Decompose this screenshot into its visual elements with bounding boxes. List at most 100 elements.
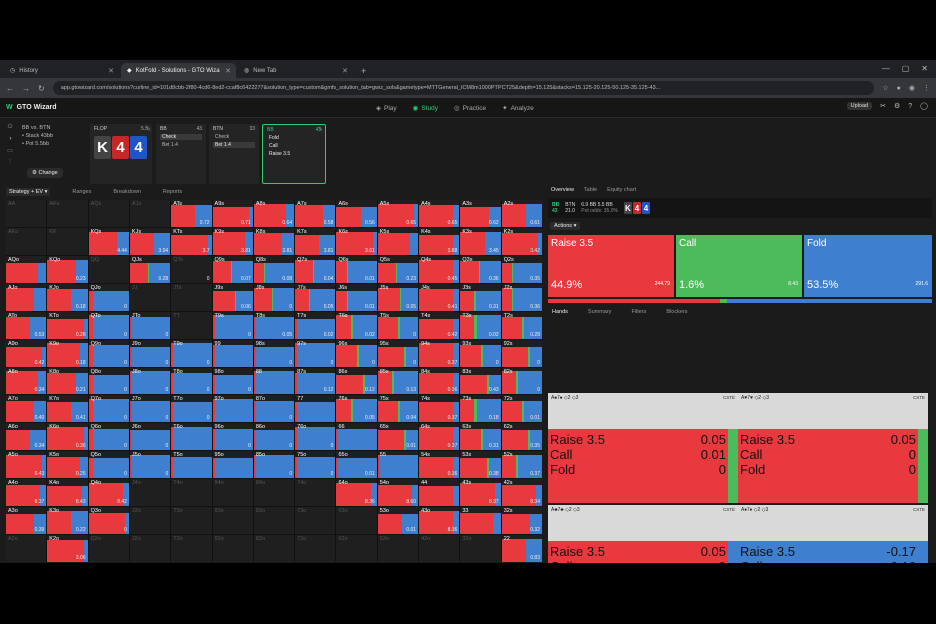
hand-cell[interactable]: Q2o — [88, 535, 129, 562]
hand-cell[interactable]: ATo 0.53 — [6, 311, 47, 339]
hand-cell[interactable]: TT — [171, 311, 212, 339]
change-button[interactable]: ⚙ Change — [27, 168, 63, 178]
hand-cell[interactable]: A8s 0.64 — [253, 200, 295, 227]
bookmark-star-icon[interactable]: ☆ — [882, 85, 889, 92]
hand-cell[interactable]: A4o 8.37 — [6, 479, 47, 507]
hand-cell[interactable]: K8s 3.81 — [253, 227, 295, 255]
hand-cell[interactable]: K5s — [377, 227, 419, 255]
maximize-icon[interactable]: ▢ — [901, 64, 910, 73]
action-raise[interactable]: Raise 3.5 — [269, 151, 291, 157]
tab-summary[interactable]: Summary — [587, 309, 612, 315]
help-icon[interactable]: ? — [908, 102, 913, 110]
nav-practice[interactable]: ◎ Practice — [454, 104, 486, 113]
hand-cell[interactable]: K3o 0.22 — [47, 507, 88, 535]
hand-cell[interactable]: KK — [47, 227, 88, 255]
hand-cell[interactable]: 64o 8.36 — [336, 479, 377, 507]
hand-cell[interactable]: 33 — [460, 507, 501, 535]
hand-cell[interactable]: JTo 0 — [129, 311, 171, 339]
hand-cell[interactable]: T7s 0.02 — [295, 311, 336, 339]
hand-cell[interactable]: J3s 0.31 — [460, 283, 501, 311]
hand-cell[interactable]: AA — [6, 200, 47, 227]
hand-cell[interactable]: K2s 3.42 — [501, 227, 542, 255]
hand-cell[interactable]: 76o 0 — [295, 423, 336, 451]
hand-cell[interactable]: T6s 0.02 — [336, 311, 377, 339]
tab-reports[interactable]: Reports — [162, 189, 183, 195]
hand-cell[interactable]: Q3s 0.36 — [460, 255, 501, 283]
table-icon[interactable]: ▭ — [7, 148, 13, 154]
hand-cell[interactable]: Q4s 0.45 — [419, 255, 460, 283]
action-box-fold[interactable]: Fold 53.5% 291.6 — [804, 235, 932, 297]
new-tab-button[interactable]: + — [361, 66, 367, 76]
hand-cell[interactable]: 52o — [377, 535, 419, 562]
hand-cell[interactable]: T8o 0 — [171, 367, 212, 395]
hand-cell[interactable]: KQo 0.23 — [47, 255, 88, 283]
hand-cell[interactable]: J5s 0.05 — [377, 283, 419, 311]
browser-tab-gtowizard[interactable]: ◆ KotFold - Solutions - GTO Wiza ✕ — [121, 63, 236, 78]
hand-cell[interactable]: A8o 0.34 — [6, 367, 47, 395]
hand-cell[interactable]: T9o 0 — [171, 339, 212, 367]
hand-cell[interactable]: Q9s 0.07 — [212, 255, 253, 283]
extension-icon[interactable]: ● — [896, 84, 901, 92]
hand-cell[interactable]: J2s 0.36 — [501, 283, 542, 311]
hand-cell[interactable]: 75s 0.04 — [377, 395, 419, 423]
menu-icon[interactable]: ⋮ — [923, 85, 930, 92]
hand-cell[interactable]: 86s 0.12 — [336, 367, 377, 395]
hand-cell[interactable]: K4o 8.43 — [47, 479, 88, 507]
tab-hands[interactable]: Hands — [552, 309, 568, 315]
hand-cell[interactable]: T2s 0.28 — [501, 311, 542, 339]
street-card-flop[interactable]: FLOP 5.5 K 4 4 — [90, 124, 152, 184]
browser-tab-history[interactable]: ◷ History ✕ — [4, 63, 119, 78]
hand-cell[interactable]: 87o 0 — [253, 395, 295, 423]
hand-cell[interactable]: 82s 0 — [501, 367, 542, 395]
hand-cell[interactable]: J4s 0.41 — [419, 283, 460, 311]
tab-breakdown[interactable]: Breakdown — [113, 189, 141, 195]
street-card-bb[interactable]: BB 43 Check Bet 1.4 — [156, 124, 206, 184]
hand-cell[interactable]: 65o 0.01 — [336, 451, 377, 479]
hand-cell[interactable]: 88 — [253, 367, 295, 395]
hand-cell[interactable]: 84s 0.36 — [419, 367, 460, 395]
hand-cell[interactable]: Q8o 0 — [88, 367, 129, 395]
street-card-btn[interactable]: BTN 33 Check Bet 1.4 — [209, 124, 259, 184]
hand-cell[interactable]: A2s 0.61 — [501, 200, 542, 227]
hand-cell[interactable]: 62o — [336, 535, 377, 562]
hand-cell[interactable]: 97s 0 — [295, 339, 336, 367]
hand-cell[interactable]: T4o — [171, 479, 212, 507]
hand-cell[interactable]: 96o 0 — [212, 423, 253, 451]
action-call[interactable]: Call — [269, 143, 278, 149]
hand-cell[interactable]: KTs 3.7 — [171, 227, 212, 255]
action-fold[interactable]: Fold — [269, 135, 279, 141]
hand-cell[interactable]: T7o 0 — [171, 395, 212, 423]
slider-icon[interactable]: ⫶ — [9, 159, 11, 165]
hand-cell[interactable]: J8s 0 — [253, 283, 295, 311]
close-icon[interactable]: ✕ — [342, 67, 348, 75]
hand-cell[interactable]: 63s 0.31 — [460, 423, 501, 451]
hand-cell[interactable]: 96s 0 — [336, 339, 377, 367]
hand-cell[interactable]: AQs — [88, 200, 129, 227]
hand-cell[interactable]: 86o 0 — [253, 423, 295, 451]
hand-cell[interactable]: JJ — [129, 283, 171, 311]
hand-cell[interactable]: 98o 0 — [212, 367, 253, 395]
hand-cell[interactable]: J6o 0 — [129, 423, 171, 451]
hand-cell[interactable]: T5s 0 — [377, 311, 419, 339]
hand-cell[interactable]: Q3o 0 — [88, 507, 129, 535]
edit-icon[interactable]: ✎ — [146, 127, 152, 133]
hand-cell[interactable]: 74s 0.37 — [419, 395, 460, 423]
hand-cell[interactable]: 62s 0.35 — [501, 423, 542, 451]
hand-cell[interactable]: AKo — [6, 227, 47, 255]
hand-cell[interactable]: Q5s 0.23 — [377, 255, 419, 283]
profile-icon[interactable]: ◉ — [908, 85, 915, 92]
hand-cell[interactable]: T3o — [171, 507, 212, 535]
hand-cell[interactable]: 99 — [212, 339, 253, 367]
hand-cell[interactable]: 72o — [295, 535, 336, 562]
hand-cell[interactable]: AQo — [6, 255, 47, 283]
hand-cell[interactable]: 32s 0.32 — [501, 507, 542, 535]
hand-cell[interactable]: Q6o 0 — [88, 423, 129, 451]
hand-cell[interactable]: 92o — [212, 535, 253, 562]
hand-cell[interactable]: AJo — [6, 283, 47, 311]
hand-cell[interactable]: 65s 0.01 — [377, 423, 419, 451]
action-bet[interactable]: Bet 1.4 — [162, 142, 178, 148]
hand-cell[interactable]: 87s 0.12 — [295, 367, 336, 395]
hand-cell[interactable]: 95o — [212, 451, 253, 479]
hand-cell[interactable]: AKs — [47, 200, 88, 227]
hand-cell[interactable]: A5o 0.43 — [6, 451, 47, 479]
